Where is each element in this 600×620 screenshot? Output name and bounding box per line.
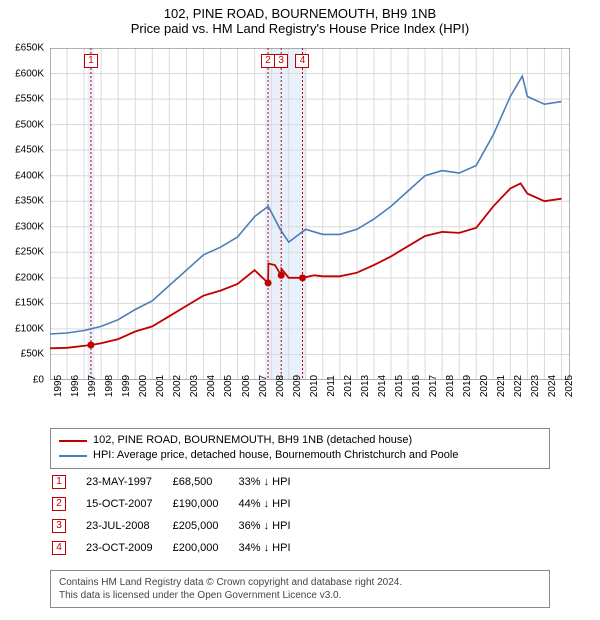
y-axis: £0£50K£100K£150K£200K£250K£300K£350K£400… — [4, 48, 48, 380]
x-tick-label: 2019 — [462, 375, 473, 397]
x-tick-label: 2022 — [513, 375, 524, 397]
x-tick-label: 1995 — [53, 375, 64, 397]
x-tick-label: 2000 — [138, 375, 149, 397]
chart-container: 102, PINE ROAD, BOURNEMOUTH, BH9 1NB Pri… — [0, 0, 600, 620]
y-tick-label: £0 — [33, 375, 44, 386]
x-tick-label: 2021 — [496, 375, 507, 397]
y-tick-label: £500K — [15, 119, 44, 130]
x-tick-label: 2005 — [223, 375, 234, 397]
y-tick-label: £550K — [15, 94, 44, 105]
legend-swatch — [59, 455, 87, 457]
table-row: 2 15-OCT-2007£190,00044% ↓ HPI — [52, 494, 309, 514]
sale-marker-box: 2 — [261, 54, 275, 68]
x-tick-label: 2018 — [445, 375, 456, 397]
x-tick-label: 2009 — [292, 375, 303, 397]
chart-area: 1 234 — [50, 48, 570, 380]
x-tick-label: 1997 — [87, 375, 98, 397]
sale-date: 23-JUL-2008 — [86, 516, 171, 536]
chart-svg — [50, 48, 570, 380]
legend: 102, PINE ROAD, BOURNEMOUTH, BH9 1NB (de… — [50, 428, 550, 469]
sale-delta: 36% ↓ HPI — [239, 516, 309, 536]
sale-delta: 33% ↓ HPI — [239, 472, 309, 492]
x-tick-label: 2020 — [479, 375, 490, 397]
y-tick-label: £50K — [21, 349, 44, 360]
sale-index-box: 2 — [52, 497, 66, 511]
title-line-1: 102, PINE ROAD, BOURNEMOUTH, BH9 1NB — [0, 6, 600, 21]
legend-label: 102, PINE ROAD, BOURNEMOUTH, BH9 1NB (de… — [93, 433, 412, 448]
x-tick-label: 1998 — [104, 375, 115, 397]
title-block: 102, PINE ROAD, BOURNEMOUTH, BH9 1NB Pri… — [0, 0, 600, 38]
y-tick-label: £450K — [15, 145, 44, 156]
y-tick-label: £200K — [15, 272, 44, 283]
x-tick-label: 2010 — [309, 375, 320, 397]
sale-delta: 44% ↓ HPI — [239, 494, 309, 514]
y-tick-label: £150K — [15, 298, 44, 309]
x-tick-label: 2011 — [326, 375, 337, 397]
x-tick-label: 2012 — [343, 375, 354, 397]
legend-label: HPI: Average price, detached house, Bour… — [93, 448, 458, 463]
y-tick-label: £600K — [15, 68, 44, 79]
sale-marker-box: 1 — [84, 54, 98, 68]
x-tick-label: 2006 — [241, 375, 252, 397]
sale-price: £190,000 — [173, 494, 237, 514]
y-tick-label: £650K — [15, 43, 44, 54]
x-tick-label: 2023 — [530, 375, 541, 397]
x-tick-label: 2002 — [172, 375, 183, 397]
footer-line-1: Contains HM Land Registry data © Crown c… — [59, 576, 541, 589]
table-row: 4 23-OCT-2009£200,00034% ↓ HPI — [52, 538, 309, 558]
x-axis: 1995199619971998199920002001200220032004… — [50, 384, 570, 424]
sale-date: 15-OCT-2007 — [86, 494, 171, 514]
y-tick-label: £350K — [15, 196, 44, 207]
y-tick-label: £100K — [15, 323, 44, 334]
x-tick-label: 1999 — [121, 375, 132, 397]
sale-price: £68,500 — [173, 472, 237, 492]
x-tick-label: 2025 — [564, 375, 575, 397]
x-tick-label: 2001 — [155, 375, 166, 397]
x-tick-label: 2017 — [428, 375, 439, 397]
sale-price: £205,000 — [173, 516, 237, 536]
table-row: 3 23-JUL-2008£205,00036% ↓ HPI — [52, 516, 309, 536]
sale-price: £200,000 — [173, 538, 237, 558]
y-tick-label: £300K — [15, 221, 44, 232]
x-tick-label: 1996 — [70, 375, 81, 397]
legend-swatch — [59, 440, 87, 442]
y-tick-label: £250K — [15, 247, 44, 258]
x-tick-label: 2016 — [411, 375, 422, 397]
sale-index-box: 3 — [52, 519, 66, 533]
title-line-2: Price paid vs. HM Land Registry's House … — [0, 21, 600, 38]
sale-date: 23-OCT-2009 — [86, 538, 171, 558]
sale-delta: 34% ↓ HPI — [239, 538, 309, 558]
table-row: 1 23-MAY-1997£68,50033% ↓ HPI — [52, 472, 309, 492]
sale-date: 23-MAY-1997 — [86, 472, 171, 492]
legend-row: HPI: Average price, detached house, Bour… — [59, 448, 541, 463]
x-tick-label: 2004 — [206, 375, 217, 397]
y-tick-label: £400K — [15, 170, 44, 181]
x-tick-label: 2003 — [189, 375, 200, 397]
sale-marker-box: 3 — [274, 54, 288, 68]
x-tick-label: 2015 — [394, 375, 405, 397]
sales-table: 1 23-MAY-1997£68,50033% ↓ HPI 2 15-OCT-2007… — [50, 470, 311, 560]
footer-line-2: This data is licensed under the Open Gov… — [59, 589, 541, 602]
x-tick-label: 2014 — [377, 375, 388, 397]
sale-marker-box: 4 — [295, 54, 309, 68]
x-tick-label: 2007 — [258, 375, 269, 397]
x-tick-label: 2013 — [360, 375, 371, 397]
sale-index-box: 4 — [52, 541, 66, 555]
x-tick-label: 2008 — [275, 375, 286, 397]
footer-box: Contains HM Land Registry data © Crown c… — [50, 570, 550, 608]
sale-index-box: 1 — [52, 475, 66, 489]
legend-row: 102, PINE ROAD, BOURNEMOUTH, BH9 1NB (de… — [59, 433, 541, 448]
x-tick-label: 2024 — [547, 375, 558, 397]
